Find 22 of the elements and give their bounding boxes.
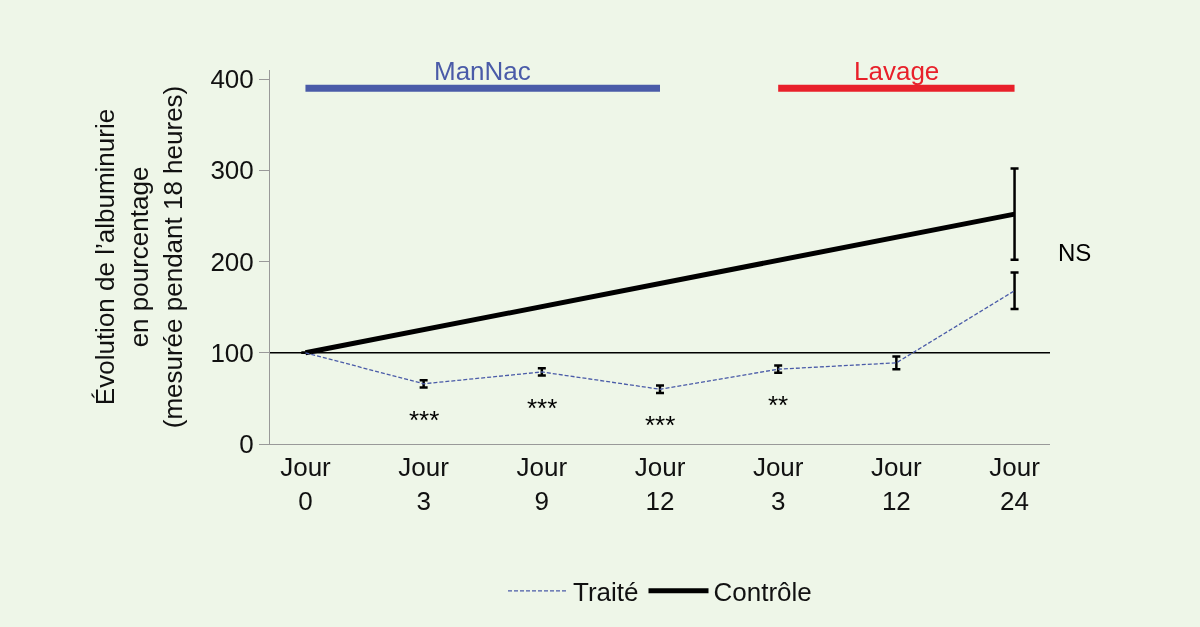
x-tick-label: Jour 3 bbox=[752, 452, 804, 516]
x-tick-label: Jour 0 bbox=[280, 452, 332, 516]
x-tick-label: Jour 24 bbox=[989, 452, 1041, 516]
y-tick-label: 0 bbox=[239, 429, 254, 460]
x-tick-label: Jour 12 bbox=[871, 452, 922, 516]
annotation: ** bbox=[768, 390, 789, 420]
annotation: *** bbox=[409, 405, 440, 435]
x-tick-label: Jour 12 bbox=[634, 452, 686, 516]
legend-label: Traité bbox=[573, 576, 639, 607]
y-tick-label: 400 bbox=[210, 64, 254, 95]
annotation: NS bbox=[1058, 239, 1092, 266]
legend-label: Contrôle bbox=[713, 576, 812, 607]
y-tick-label: 300 bbox=[210, 155, 254, 186]
annotation: *** bbox=[527, 393, 558, 423]
series-label: ManNac bbox=[434, 56, 531, 86]
y-tick-label: 200 bbox=[210, 246, 254, 277]
series-label: Lavage bbox=[854, 56, 940, 86]
x-tick-label: Jour 3 bbox=[398, 452, 450, 516]
y-axis-title: Évolution de l’albuminurie en pourcentage (mesurée pendant 18 heures) bbox=[90, 85, 188, 429]
annotation: *** bbox=[645, 410, 676, 440]
y-tick-label: 100 bbox=[210, 337, 254, 368]
x-tick-label: Jour 9 bbox=[516, 452, 568, 516]
